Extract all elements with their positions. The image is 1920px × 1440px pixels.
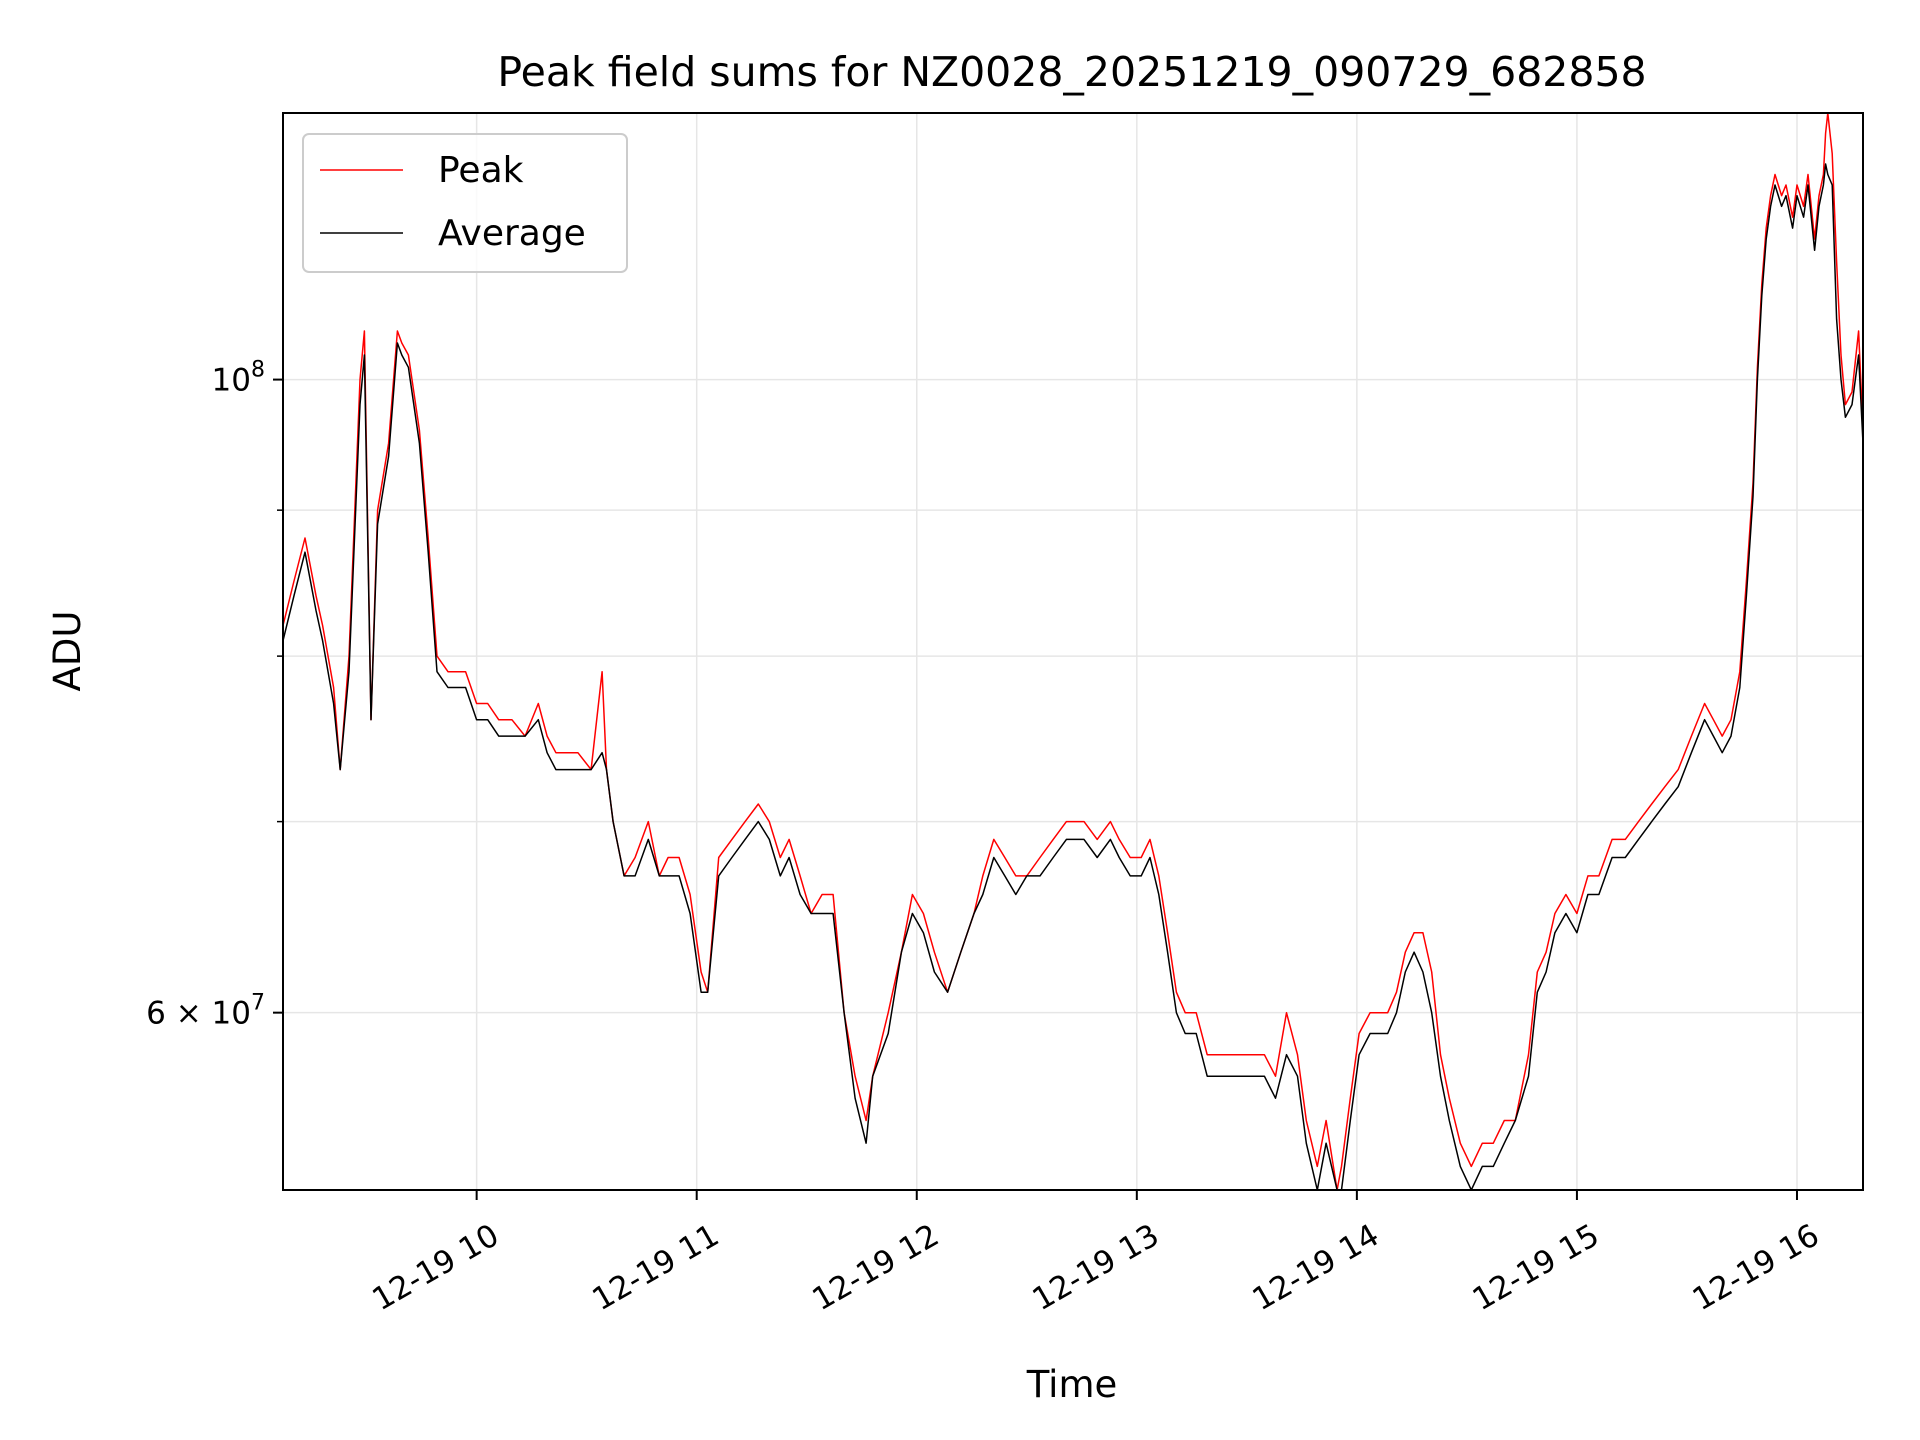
legend-peak-label: Peak — [438, 150, 524, 191]
series-line-peak — [283, 113, 1863, 1190]
legend-average-label: Average — [438, 213, 586, 254]
y-axis: 6 × 107 108 — [146, 358, 283, 1032]
legend: Peak Average — [302, 133, 628, 273]
y-tick-label: 6 × 107 — [146, 991, 265, 1032]
grid — [283, 113, 1863, 1190]
series-layer — [283, 113, 1863, 1190]
legend-box — [302, 133, 628, 273]
chart-title: Peak field sums for NZ0028_20251219_0907… — [497, 48, 1646, 96]
series-line-average — [283, 163, 1863, 1190]
x-axis-label: Time — [1026, 1363, 1118, 1406]
plot-frame — [282, 112, 1864, 1191]
plot-area — [283, 113, 1863, 1190]
y-tick-label: 108 — [212, 358, 265, 399]
y-axis-label: ADU — [46, 611, 89, 692]
